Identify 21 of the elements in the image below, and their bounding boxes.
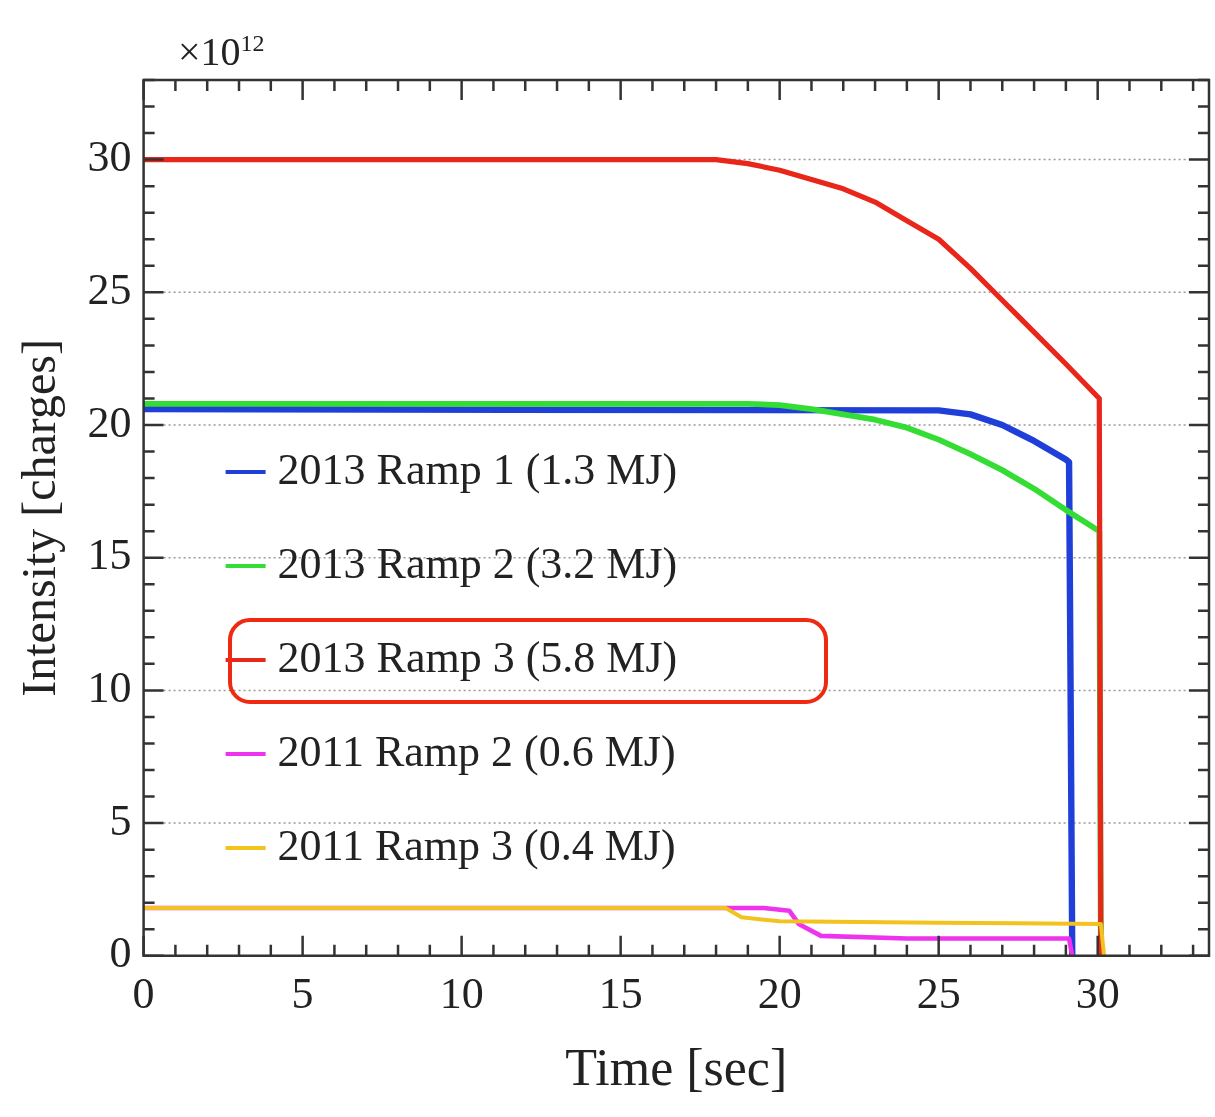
y-tick-label: 20 — [87, 397, 132, 447]
x-tick-label: 20 — [757, 968, 802, 1018]
y-tick-label: 30 — [87, 132, 132, 182]
legend-label: 2011 Ramp 3 (0.4 MJ) — [277, 820, 676, 870]
x-tick-label: 5 — [291, 968, 314, 1018]
y-tick-label: 25 — [87, 264, 132, 314]
legend-label: 2013 Ramp 3 (5.8 MJ) — [277, 632, 678, 682]
x-tick-label: 10 — [439, 968, 484, 1018]
y-tick-label: 0 — [109, 928, 132, 978]
x-tick-label: 30 — [1075, 968, 1120, 1018]
y-axis-title: Intensity [charges] — [12, 339, 66, 697]
legend-label: 2011 Ramp 2 (0.6 MJ) — [277, 726, 676, 776]
y-tick-label: 10 — [87, 662, 132, 712]
y-tick-label: 5 — [109, 795, 132, 845]
x-tick-label: 25 — [916, 968, 961, 1018]
x-tick-label: 15 — [598, 968, 643, 1018]
legend-label: 2013 Ramp 1 (1.3 MJ) — [277, 444, 678, 494]
text: ×10$^{12}$ — [178, 28, 265, 75]
x-axis-title: Time [sec] — [565, 1039, 788, 1097]
y-tick-label: 15 — [87, 530, 132, 580]
legend-label: 2013 Ramp 2 (3.2 MJ) — [277, 538, 678, 588]
